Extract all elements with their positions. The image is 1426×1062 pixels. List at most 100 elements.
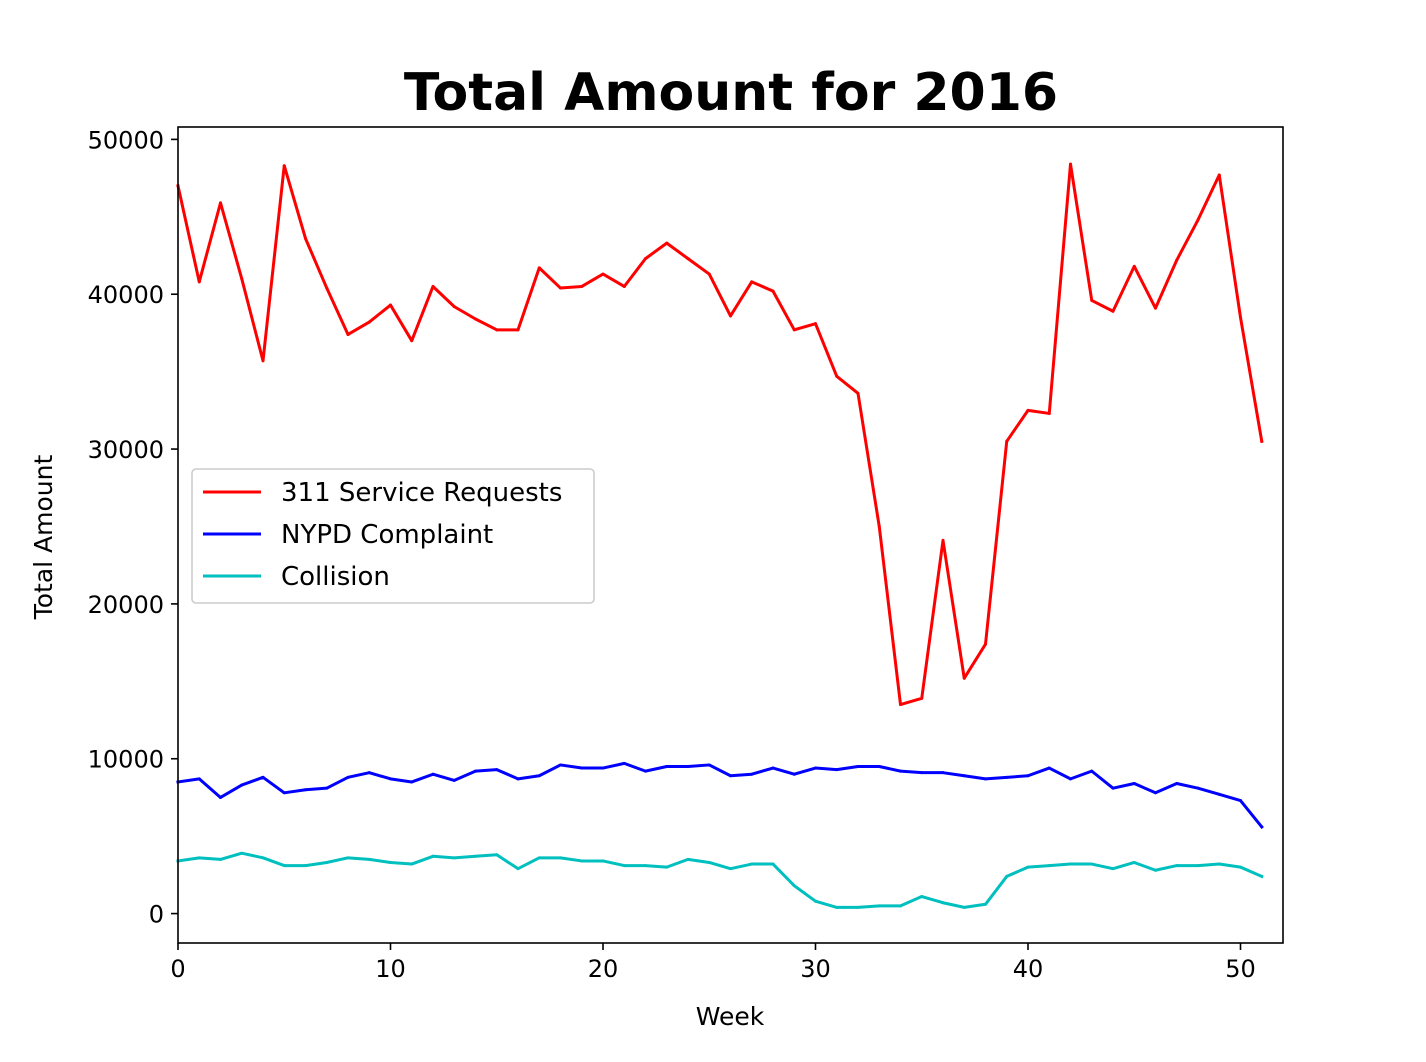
plot-area bbox=[176, 162, 1264, 909]
data-point bbox=[282, 791, 286, 795]
data-point bbox=[771, 289, 775, 293]
y-tick-label: 50000 bbox=[88, 126, 164, 154]
data-point bbox=[197, 777, 201, 781]
data-point bbox=[474, 854, 477, 858]
data-point bbox=[559, 763, 562, 767]
series-1 bbox=[176, 761, 1264, 829]
data-point bbox=[516, 777, 520, 781]
data-point bbox=[580, 766, 584, 770]
data-point bbox=[665, 865, 669, 869]
data-point bbox=[1069, 862, 1072, 866]
data-point bbox=[707, 860, 711, 864]
data-point bbox=[920, 895, 924, 899]
data-point bbox=[984, 642, 987, 646]
data-point bbox=[920, 696, 924, 700]
data-point bbox=[1132, 782, 1136, 786]
data-point bbox=[325, 286, 329, 290]
data-point bbox=[601, 766, 605, 770]
data-point bbox=[580, 284, 584, 288]
data-point bbox=[431, 772, 435, 776]
data-point bbox=[304, 864, 307, 868]
data-point bbox=[474, 317, 477, 321]
data-point bbox=[516, 867, 520, 871]
data-point bbox=[559, 286, 562, 290]
x-tick-label: 50 bbox=[1225, 955, 1256, 983]
data-point bbox=[1132, 860, 1136, 864]
data-point bbox=[431, 854, 435, 858]
data-point bbox=[835, 905, 839, 909]
data-point bbox=[622, 284, 626, 288]
axes-frame bbox=[177, 126, 1284, 944]
data-point bbox=[622, 864, 626, 868]
data-point bbox=[941, 771, 945, 775]
data-point bbox=[941, 901, 945, 905]
data-point bbox=[1005, 874, 1009, 878]
data-point bbox=[1260, 874, 1264, 878]
data-point bbox=[240, 851, 244, 855]
y-axis-label: Total Amount bbox=[29, 455, 58, 621]
data-point bbox=[962, 774, 966, 778]
data-point bbox=[899, 769, 902, 773]
series-2 bbox=[176, 851, 1264, 909]
data-point bbox=[240, 783, 244, 787]
data-point bbox=[686, 764, 690, 768]
data-point bbox=[1154, 868, 1157, 872]
data-point bbox=[240, 277, 244, 281]
data-point bbox=[431, 284, 435, 288]
data-point bbox=[389, 860, 392, 864]
data-point bbox=[367, 771, 371, 775]
data-point bbox=[1111, 867, 1115, 871]
data-point bbox=[856, 764, 860, 768]
data-point bbox=[750, 772, 754, 776]
data-point bbox=[304, 236, 307, 240]
data-point bbox=[792, 772, 796, 776]
data-point bbox=[750, 280, 754, 284]
data-point bbox=[537, 856, 541, 860]
data-point bbox=[814, 766, 817, 770]
data-point bbox=[835, 768, 839, 772]
data-point bbox=[1175, 258, 1179, 262]
legend-box bbox=[191, 468, 595, 604]
data-point bbox=[516, 328, 520, 332]
data-point bbox=[1154, 306, 1157, 310]
data-point bbox=[1132, 264, 1136, 268]
data-point bbox=[644, 769, 647, 773]
x-tick-label: 30 bbox=[800, 955, 831, 983]
data-point bbox=[1047, 411, 1051, 415]
y-tick-label: 20000 bbox=[88, 591, 164, 619]
y-tick-label: 30000 bbox=[88, 436, 164, 464]
y-tick-label: 10000 bbox=[88, 746, 164, 774]
data-point bbox=[750, 862, 754, 866]
data-point bbox=[1196, 864, 1200, 868]
data-point bbox=[282, 164, 286, 168]
data-point bbox=[1047, 766, 1051, 770]
data-point bbox=[537, 266, 541, 270]
data-point bbox=[389, 303, 392, 307]
data-point bbox=[622, 761, 626, 765]
data-point bbox=[1026, 865, 1030, 869]
data-point bbox=[1154, 791, 1157, 795]
data-point bbox=[814, 899, 817, 903]
y-axis: 0 10000 20000 30000 40000 50000 bbox=[88, 126, 178, 929]
data-point bbox=[282, 864, 286, 868]
data-point bbox=[686, 257, 690, 261]
data-point bbox=[771, 766, 775, 770]
data-point bbox=[1217, 862, 1221, 866]
x-tick-label: 0 bbox=[170, 955, 185, 983]
data-point bbox=[1217, 792, 1221, 796]
data-point bbox=[1026, 408, 1030, 412]
data-point bbox=[474, 769, 477, 773]
data-point bbox=[1260, 439, 1264, 443]
data-point bbox=[261, 775, 265, 779]
legend-label: NYPD Complaint bbox=[281, 520, 493, 550]
data-point bbox=[899, 904, 902, 908]
data-point bbox=[962, 905, 966, 909]
data-point bbox=[325, 786, 329, 790]
data-point bbox=[665, 241, 669, 245]
data-point bbox=[346, 775, 350, 779]
data-point bbox=[644, 257, 647, 261]
chart-title: Total Amount for 2016 bbox=[404, 63, 1058, 123]
data-point bbox=[856, 905, 860, 909]
data-point bbox=[346, 856, 350, 860]
